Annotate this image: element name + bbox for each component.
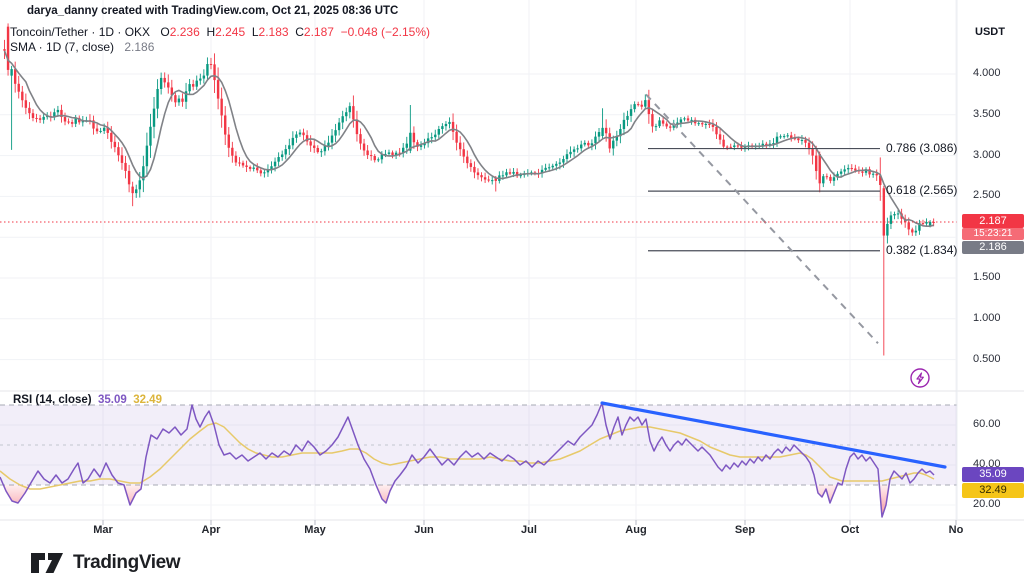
tradingview-logo[interactable]: TradingView (30, 552, 181, 574)
rsi-pane[interactable] (0, 401, 957, 518)
time-axis-month-label[interactable]: Jul (521, 524, 537, 536)
sma-value-badge: 2.186 (962, 240, 1024, 254)
time-axis-month-label[interactable]: Sep (734, 524, 756, 536)
ohlc-low: L2.183 (251, 25, 289, 39)
price-axis-tick[interactable]: 0.500 (973, 352, 1001, 365)
bar-countdown-badge: 15:23:21 (962, 228, 1024, 241)
time-axis-month-label[interactable]: No (948, 524, 964, 536)
change-value: −0.048 (−2.15%) (340, 25, 430, 39)
ohlc-open: O2.236 (160, 25, 200, 39)
price-axis-tick[interactable]: 1.000 (973, 311, 1001, 324)
rsi-trendline[interactable] (600, 401, 947, 469)
fib-level-label: 0.618 (2.565) (886, 183, 958, 198)
rsi-ma-line[interactable] (0, 422, 935, 490)
price-axis-tick[interactable]: 1.500 (973, 271, 1001, 283)
rsi-legend[interactable]: RSI (14, close) 35.09 32.49 (13, 394, 162, 406)
price-axis-tick[interactable]: 2.500 (973, 189, 1001, 202)
rsi-axis-tick[interactable]: 40.00 (973, 458, 1001, 470)
time-axis-month-label[interactable]: Oct (840, 524, 860, 536)
rsi-title: RSI (14, close) (13, 394, 92, 406)
time-axis-month-label[interactable]: Aug (625, 524, 647, 536)
currency-label: USDT (975, 26, 1005, 38)
fib-retracement[interactable] (648, 147, 880, 252)
current-price-badge: 2.187 (962, 214, 1024, 229)
flash-icon[interactable] (910, 368, 930, 388)
price-axis-tick[interactable]: 3.000 (973, 148, 1001, 161)
price-axis-tick[interactable]: 4.000 (973, 67, 1001, 79)
grid (0, 0, 957, 520)
rsi-ma-value: 32.49 (133, 394, 162, 406)
rsi-value: 35.09 (98, 394, 127, 406)
tradingview-logo-icon (31, 553, 63, 573)
rsi-value-badge: 35.09 (962, 467, 1024, 482)
sma-legend[interactable]: SMA · 1D (7, close) 2.186 (10, 40, 154, 54)
price-axis-tick[interactable]: 3.500 (973, 107, 1001, 120)
rsi-axis-tick[interactable]: 60.00 (973, 418, 1001, 430)
fib-level-label: 0.382 (1.834) (886, 242, 958, 257)
price-pane[interactable] (3, 23, 935, 356)
ohlc-high: H2.245 (206, 25, 246, 39)
time-axis-month-label[interactable]: Apr (201, 524, 221, 536)
price-trendline-dashed[interactable] (645, 93, 879, 344)
tradingview-logo-text: TradingView (73, 552, 181, 573)
rsi-axis-tick[interactable]: 20.00 (973, 498, 1001, 510)
sma-label: SMA · 1D (7, close) (10, 40, 115, 54)
attribution-text: darya_danny created with TradingView.com… (27, 5, 399, 17)
time-axis-month-label[interactable]: Mar (93, 524, 113, 536)
ohlc-close: C2.187 (295, 25, 334, 39)
time-axis-month-label[interactable]: May (304, 524, 326, 536)
rsi-line[interactable] (0, 402, 935, 518)
symbol-title: Toncoin/Tether · 1D · OKX (10, 25, 151, 39)
fib-level-label: 0.786 (3.086) (886, 140, 958, 155)
rsi-ma-value-badge: 32.49 (962, 483, 1024, 498)
time-axis-month-label[interactable]: Jun (414, 524, 434, 536)
symbol-legend[interactable]: Toncoin/Tether · 1D · OKX O2.236 H2.245 … (10, 25, 430, 39)
sma-line[interactable] (3, 50, 934, 227)
sma-value: 2.186 (124, 40, 155, 54)
